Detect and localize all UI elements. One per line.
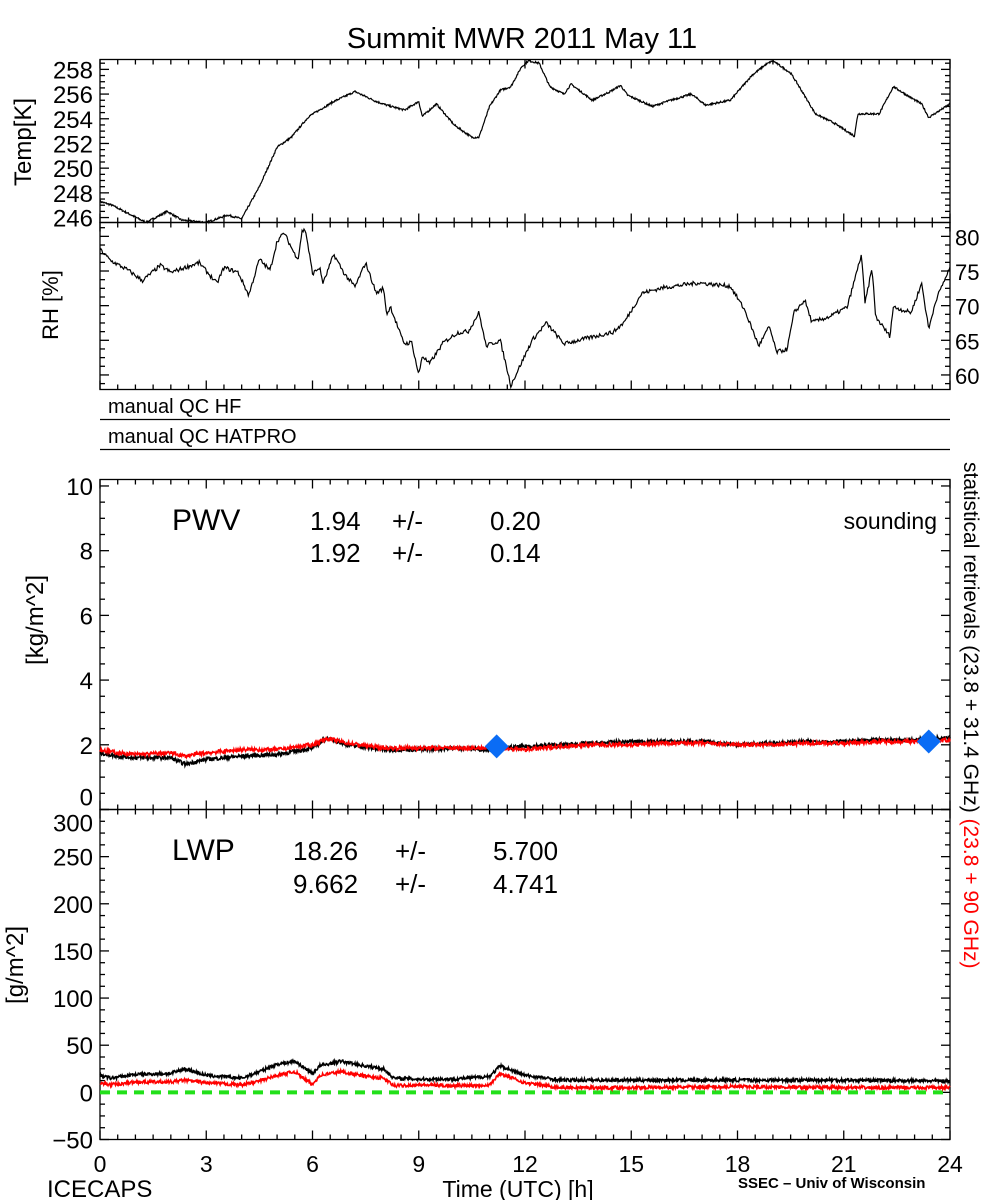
- y-tick-label: −50: [52, 1128, 93, 1155]
- relative-humidity-line: [99, 227, 951, 390]
- y-tick-label: 254: [53, 107, 93, 134]
- rh-axis-label: RH [%]: [38, 270, 63, 340]
- lwp-stats-black: 18.26 +/- 5.700: [293, 836, 558, 866]
- y-tick-label: 300: [53, 811, 93, 838]
- pwv-stats-red: 1.92 +/- 0.14: [310, 538, 541, 568]
- pwv-mean-red: 1.92: [310, 538, 361, 568]
- lwp-axis-label: [g/m^2]: [2, 926, 29, 1004]
- temp-axis-label: Temp[K]: [10, 98, 37, 186]
- pwv-panel-label: PWV: [172, 504, 240, 537]
- relative-humidity-panel: 60 65 70 75 80: [99, 221, 979, 391]
- x-axis-label: Time (UTC) [h]: [442, 1176, 593, 1200]
- temperature-line: [99, 59, 951, 225]
- x-tick-label: 24: [937, 1151, 963, 1177]
- lwp-std: 5.700: [493, 836, 558, 866]
- side-label: statistical retrievals (23.8 + 31.4 GHz)…: [959, 462, 982, 969]
- lwp-pm-red: +/-: [395, 869, 426, 899]
- side-label-red: (23.8 + 90 GHz): [959, 819, 982, 969]
- y-tick-label: 6: [80, 603, 93, 630]
- y-tick-label: 4: [80, 668, 93, 695]
- lwp-panel-label: LWP: [172, 834, 235, 867]
- pwv-std-red: 0.14: [490, 538, 541, 568]
- qc-row-hatpro: manual QC HATPRO: [108, 426, 297, 448]
- pwv-stats-black: 1.94 +/- 0.20: [310, 506, 541, 536]
- x-tick-label: 12: [512, 1151, 538, 1177]
- y-tick-label: 246: [53, 206, 93, 233]
- footer-ssec: SSEC – Univ of Wisconsin: [738, 1175, 925, 1192]
- x-tick-label: 18: [725, 1151, 751, 1177]
- x-tick-label: 6: [306, 1151, 319, 1177]
- y-tick-label: 70: [955, 295, 979, 320]
- y-tick-label: 80: [955, 225, 979, 250]
- sounding-legend: sounding: [844, 508, 937, 534]
- x-tick-label: 21: [831, 1151, 857, 1177]
- sounding-marker: [484, 734, 509, 759]
- lwp-series-red: [99, 1067, 951, 1093]
- figure-title: Summit MWR 2011 May 11: [347, 23, 697, 55]
- pwv-mean: 1.94: [310, 506, 361, 536]
- pwv-panel: 0 2 4 6 8 10: [66, 474, 951, 812]
- y-tick-label: 0: [80, 1080, 93, 1107]
- y-tick-label: 100: [53, 986, 93, 1013]
- y-tick-label: 0: [80, 785, 93, 812]
- pwv-axis-label: [kg/m^2]: [22, 575, 49, 665]
- plot-panels: 24624825025225425625860657075800246810−5…: [52, 57, 979, 1177]
- lwp-pm: +/-: [395, 836, 426, 866]
- relative-humidity-frame: [99, 221, 951, 391]
- y-tick-label: 75: [955, 260, 979, 285]
- x-tick-label: 9: [412, 1151, 425, 1177]
- y-tick-label: 8: [80, 539, 93, 566]
- y-tick-label: 256: [53, 82, 93, 109]
- pwv-series-black: [99, 733, 951, 769]
- pwv-series-red: [99, 736, 951, 760]
- y-tick-label: 252: [53, 131, 93, 158]
- pwv-pm: +/-: [392, 506, 423, 536]
- pwv-std: 0.20: [490, 506, 541, 536]
- temperature-frame: [99, 58, 951, 224]
- y-tick-label: 60: [955, 364, 979, 389]
- lwp-mean-red: 9.662: [293, 869, 358, 899]
- lwp-std-red: 4.741: [493, 869, 558, 899]
- lwp-series-black: [99, 1057, 951, 1086]
- lwp-panel: −50 0 50 100 150 200 250 300: [52, 808, 951, 1155]
- x-tick-label: 15: [618, 1151, 644, 1177]
- y-tick-label: 250: [53, 845, 93, 872]
- y-tick-label: 50: [66, 1033, 93, 1060]
- x-tick-label: 0: [94, 1151, 107, 1177]
- pwv-pm-red: +/-: [392, 538, 423, 568]
- y-tick-label: 10: [66, 474, 93, 501]
- y-tick-label: 2: [80, 733, 93, 760]
- y-tick-label: 65: [955, 329, 979, 354]
- lwp-mean: 18.26: [293, 836, 358, 866]
- side-label-black: statistical retrievals (23.8 + 31.4 GHz): [959, 462, 982, 813]
- x-tick-label: 3: [200, 1151, 213, 1177]
- sounding-marker: [916, 729, 941, 754]
- y-tick-label: 250: [53, 156, 93, 183]
- qc-row-hf: manual QC HF: [108, 396, 241, 418]
- y-tick-label: 248: [53, 181, 93, 208]
- y-tick-label: 200: [53, 892, 93, 919]
- y-tick-label: 258: [53, 57, 93, 84]
- lwp-stats-red: 9.662 +/- 4.741: [293, 869, 558, 899]
- footer-icecaps: ICECAPS: [47, 1176, 152, 1200]
- y-tick-label: 150: [53, 939, 93, 966]
